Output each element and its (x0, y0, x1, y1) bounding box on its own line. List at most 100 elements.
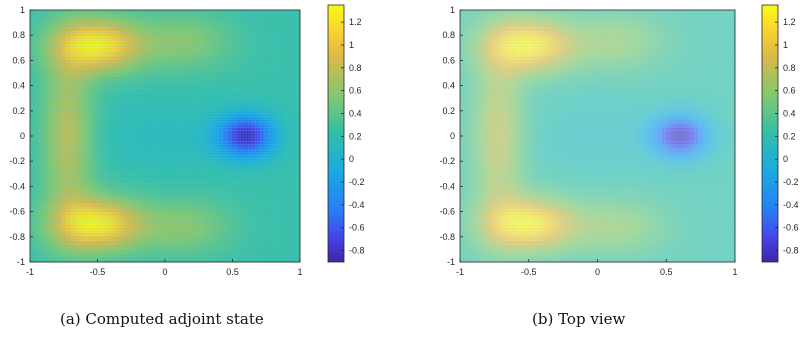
heatmap-cell (510, 64, 516, 70)
heatmap-cell (291, 152, 296, 158)
heatmap-cell (286, 10, 292, 15)
heatmap-cell (93, 123, 98, 128)
heatmap-cell (192, 123, 197, 128)
heatmap-cell (214, 89, 220, 95)
heatmap-cell (473, 161, 479, 166)
heatmap-cell (542, 165, 548, 170)
heatmap-cell (469, 18, 475, 23)
heatmap-cell (165, 94, 170, 99)
heatmap-cell (241, 257, 247, 263)
heatmap-cell (478, 165, 484, 170)
heatmap-cell (174, 52, 179, 57)
heatmap-cell (48, 131, 53, 137)
heatmap-cell (492, 98, 498, 103)
heatmap-cell (460, 68, 465, 74)
heatmap-cell (174, 228, 179, 233)
heatmap-cell (165, 211, 170, 217)
heatmap-cell (111, 190, 116, 196)
heatmap-cell (223, 60, 229, 65)
heatmap-cell (282, 52, 287, 57)
heatmap-cell (88, 157, 94, 162)
heatmap-cell (286, 26, 292, 32)
heatmap-cell (142, 89, 148, 95)
heatmap-cell (151, 102, 157, 107)
heatmap-cell (255, 56, 260, 61)
heatmap-cell (246, 39, 251, 44)
heatmap-cell (48, 241, 53, 246)
heatmap-cell (88, 94, 94, 99)
heatmap-cell (228, 81, 233, 86)
heatmap-cell (273, 211, 278, 217)
heatmap-cell (147, 224, 152, 229)
heatmap-cell (487, 241, 493, 246)
heatmap-cell (264, 178, 269, 183)
heatmap-cell (496, 31, 502, 36)
heatmap-cell (111, 68, 116, 74)
heatmap-cell (515, 68, 520, 74)
heatmap-cell (255, 14, 260, 19)
heatmap-cell (84, 144, 89, 149)
heatmap-cell (102, 60, 107, 65)
heatmap-cell (111, 232, 116, 238)
heatmap-cell (537, 136, 543, 141)
heatmap-cell (196, 211, 202, 217)
heatmap-cell (196, 31, 202, 36)
heatmap-cell (515, 73, 520, 78)
heatmap-cell (542, 220, 548, 225)
heatmap-cell (160, 119, 166, 124)
heatmap-cell (187, 102, 193, 107)
heatmap-cell (214, 64, 220, 70)
heatmap-cell (277, 94, 283, 99)
heatmap-cell (473, 211, 479, 217)
heatmap-cell (192, 220, 197, 225)
heatmap-cell (219, 148, 224, 154)
heatmap-cell (142, 52, 148, 57)
heatmap-cell (487, 194, 493, 200)
heatmap-cell (533, 161, 539, 166)
heatmap-cell (142, 81, 148, 86)
heatmap-cell (43, 173, 49, 179)
heatmap-cell (469, 98, 475, 103)
heatmap-cell (515, 136, 520, 141)
heatmap-cell (66, 220, 71, 225)
heatmap-cell (201, 211, 206, 217)
heatmap-cell (196, 64, 202, 70)
heatmap-cell (264, 144, 269, 149)
heatmap-cell (66, 236, 71, 242)
heatmap-cell (528, 102, 534, 107)
heatmap-cell (34, 249, 40, 254)
heatmap-cell (219, 257, 224, 263)
heatmap-cell (183, 39, 188, 44)
heatmap-cell (255, 127, 260, 133)
heatmap-cell (255, 110, 260, 116)
heatmap-cell (93, 194, 98, 200)
heatmap-cell (291, 68, 296, 74)
heatmap-cell (246, 18, 251, 23)
heatmap-cell (169, 215, 175, 221)
heatmap-cell (277, 207, 283, 212)
heatmap-cell (473, 115, 479, 120)
heatmap-cell (515, 203, 520, 208)
heatmap-cell (133, 22, 139, 28)
heatmap-cell (232, 56, 238, 61)
heatmap-cell (93, 199, 98, 204)
heatmap-cell (39, 136, 44, 141)
heatmap-cell (187, 203, 193, 208)
heatmap-cell (156, 157, 161, 162)
heatmap-cell (219, 81, 224, 86)
heatmap-cell (151, 60, 157, 65)
heatmap-cell (129, 14, 134, 19)
heatmap-cell (106, 35, 112, 40)
heatmap-cell (102, 199, 107, 204)
heatmap-cell (464, 39, 470, 44)
heatmap-cell (70, 157, 76, 162)
heatmap-cell (88, 110, 94, 116)
heatmap-cell (39, 186, 44, 191)
heatmap-cell (160, 186, 166, 191)
heatmap-cell (142, 102, 148, 107)
heatmap-cell (460, 203, 465, 208)
heatmap-cell (255, 161, 260, 166)
heatmap-cell (524, 102, 530, 107)
heatmap-cell (93, 81, 98, 86)
heatmap-cell (482, 127, 488, 133)
